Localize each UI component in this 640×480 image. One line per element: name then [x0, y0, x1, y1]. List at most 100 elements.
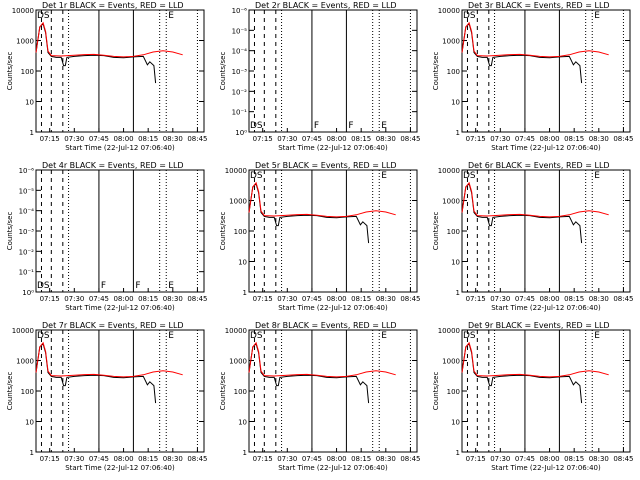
x-axis-label: Start Time (22-Jul-12 07:06:40): [65, 304, 175, 312]
y-tick-label: 10: [238, 259, 247, 267]
x-tick-label: 07:30: [277, 455, 297, 463]
x-tick-label: 07:30: [64, 135, 84, 143]
y-axis-label: Counts/sec: [219, 52, 227, 91]
x-tick-label: 08:00: [113, 135, 133, 143]
x-tick-label: 08:15: [351, 455, 371, 463]
event-marker-label: DS: [250, 331, 263, 341]
y-tick-label: 1: [243, 289, 247, 297]
plot-frame: [248, 9, 418, 133]
chart-title: Det 1r BLACK = Events, RED = LLD: [42, 1, 184, 10]
series-line-events: [248, 342, 370, 404]
series-line-lld: [461, 181, 609, 218]
plot-frame: [35, 169, 205, 293]
event-marker-label: DS: [37, 281, 50, 291]
y-axis-label: Counts/sec: [6, 372, 14, 411]
x-tick-label: 07:30: [64, 455, 84, 463]
chart-panel-6: Det 6r BLACK = Events, RED = LLD 1 10 100 10…: [432, 161, 634, 312]
x-axis-label: Start Time (22-Jul-12 07:06:40): [491, 464, 601, 472]
x-tick-label: 08:15: [138, 455, 158, 463]
y-tick-label: 1: [456, 129, 460, 137]
x-tick-label: 08:00: [539, 135, 559, 143]
chart-panel-1: Det 1r BLACK = Events, RED = LLD 1 10 100 10…: [6, 1, 208, 152]
x-tick-label: 08:45: [400, 455, 420, 463]
x-tick-label: 07:45: [89, 135, 109, 143]
series-line-lld: [248, 341, 396, 378]
x-tick-label: 08:00: [539, 455, 559, 463]
series-line-events: [461, 182, 583, 244]
chart-panel-4: Det 4r BLACK = Events, RED = LLD 10⁰ 10⁻¹ 1…: [6, 161, 208, 312]
event-marker-label: DS: [37, 11, 50, 21]
x-tick-label: 07:15: [40, 455, 60, 463]
y-tick-label: 1: [456, 449, 460, 457]
y-tick-label: 100: [447, 388, 460, 396]
x-tick-label: 08:00: [539, 295, 559, 303]
x-tick-label: 08:30: [589, 295, 609, 303]
y-tick-label: 10⁻³: [19, 228, 35, 236]
x-tick-label: 08:15: [564, 455, 584, 463]
x-tick-label: 08:15: [564, 135, 584, 143]
chart-panel-9: Det 9r BLACK = Events, RED = LLD 1 10 100 10…: [432, 321, 634, 472]
event-marker-label: F: [348, 121, 353, 131]
plot-frame: [35, 329, 205, 453]
x-axis-label: Start Time (22-Jul-12 07:06:40): [65, 464, 175, 472]
event-marker-label: DS: [463, 11, 476, 21]
x-tick-label: 07:45: [89, 455, 109, 463]
x-tick-label: 08:30: [376, 135, 396, 143]
plot-frame: [248, 169, 418, 293]
y-tick-label: 100: [447, 68, 460, 76]
series-line-lld: [35, 21, 183, 58]
x-tick-label: 08:15: [564, 295, 584, 303]
y-tick-label: 10: [25, 419, 34, 427]
event-marker-label: F: [101, 281, 106, 291]
y-tick-label: 10: [25, 99, 34, 107]
plot-frame: [248, 329, 418, 453]
y-tick-label: 10000: [438, 7, 460, 15]
event-marker-label: F: [135, 281, 140, 291]
x-tick-label: 08:00: [113, 295, 133, 303]
chart-title: Det 8r BLACK = Events, RED = LLD: [255, 321, 397, 330]
x-tick-label: 08:15: [351, 135, 371, 143]
y-tick-label: 10⁻¹: [232, 109, 248, 117]
y-axis-label: Counts/sec: [6, 212, 14, 251]
x-tick-label: 07:30: [277, 135, 297, 143]
chart-title: Det 4r BLACK = Events, RED = LLD: [42, 161, 184, 170]
chart-title: Det 5r BLACK = Events, RED = LLD: [255, 161, 397, 170]
x-tick-label: 08:45: [400, 295, 420, 303]
x-tick-label: 07:45: [302, 295, 322, 303]
x-tick-label: 07:30: [490, 295, 510, 303]
series-line-events: [35, 342, 157, 404]
chart-title: Det 6r BLACK = Events, RED = LLD: [468, 161, 610, 170]
y-axis-label: Counts/sec: [432, 212, 440, 251]
y-axis-label: Counts/sec: [432, 52, 440, 91]
x-tick-label: 07:45: [302, 135, 322, 143]
x-tick-label: 08:45: [187, 455, 207, 463]
series-line-lld: [35, 341, 183, 378]
chart-title: Det 3r BLACK = Events, RED = LLD: [468, 1, 610, 10]
x-tick-label: 07:45: [515, 295, 535, 303]
x-axis-label: Start Time (22-Jul-12 07:06:40): [491, 144, 601, 152]
y-tick-label: 1: [456, 289, 460, 297]
x-axis-label: Start Time (22-Jul-12 07:06:40): [65, 144, 175, 152]
event-marker-label: F: [314, 121, 319, 131]
x-tick-label: 07:45: [302, 455, 322, 463]
x-tick-label: 08:15: [138, 295, 158, 303]
y-tick-label: 1000: [229, 358, 247, 366]
y-axis-label: Counts/sec: [219, 212, 227, 251]
y-tick-label: 10⁻⁵: [19, 187, 35, 195]
x-tick-label: 08:15: [351, 295, 371, 303]
y-tick-label: 100: [234, 228, 247, 236]
y-tick-label: 10⁻²: [232, 88, 248, 96]
event-marker-label: E: [168, 331, 174, 341]
event-marker-label: E: [381, 121, 387, 131]
y-tick-label: 10000: [12, 7, 34, 15]
y-tick-label: 10: [238, 419, 247, 427]
x-tick-label: 08:30: [163, 295, 183, 303]
y-tick-label: 10⁻⁶: [19, 167, 35, 175]
x-tick-label: 07:45: [515, 455, 535, 463]
event-marker-label: DS: [250, 121, 263, 131]
x-tick-label: 07:15: [466, 295, 486, 303]
event-marker-label: E: [381, 171, 387, 181]
x-tick-label: 08:30: [589, 135, 609, 143]
y-tick-label: 10⁰: [22, 289, 34, 297]
event-marker-label: E: [594, 171, 600, 181]
